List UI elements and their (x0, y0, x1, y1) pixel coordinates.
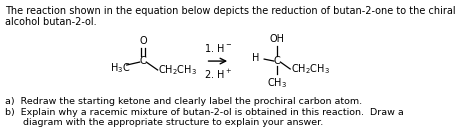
Text: C: C (274, 56, 281, 66)
Text: The reaction shown in the equation below depicts the reduction of butan-2-one to: The reaction shown in the equation below… (5, 6, 456, 27)
Text: C: C (140, 56, 146, 66)
Text: 1. H$^-$: 1. H$^-$ (204, 42, 232, 54)
Text: b)  Explain why a racemic mixture of butan-2-ol is obtained in this reaction.  D: b) Explain why a racemic mixture of buta… (5, 108, 403, 127)
Text: 2. H$^+$: 2. H$^+$ (204, 68, 232, 81)
Text: O: O (139, 36, 147, 46)
Text: H$_3$C: H$_3$C (110, 61, 131, 75)
Text: CH$_3$: CH$_3$ (267, 76, 287, 90)
Text: H: H (252, 53, 259, 63)
Text: OH: OH (270, 34, 285, 44)
Text: a)  Redraw the starting ketone and clearly label the prochiral carbon atom.: a) Redraw the starting ketone and clearl… (5, 97, 362, 106)
Text: CH$_2$CH$_3$: CH$_2$CH$_3$ (291, 62, 330, 76)
Text: CH$_2$CH$_3$: CH$_2$CH$_3$ (158, 63, 197, 77)
